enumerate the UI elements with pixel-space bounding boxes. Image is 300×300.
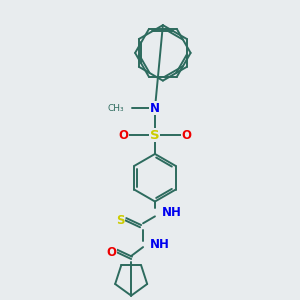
Text: S: S [116, 214, 124, 227]
Text: O: O [106, 245, 116, 259]
Text: NH: NH [162, 206, 182, 219]
Text: CH₃: CH₃ [108, 104, 124, 113]
Text: O: O [182, 129, 192, 142]
Text: NH: NH [150, 238, 170, 250]
Text: N: N [150, 102, 160, 115]
Text: O: O [118, 129, 128, 142]
Text: S: S [150, 129, 160, 142]
